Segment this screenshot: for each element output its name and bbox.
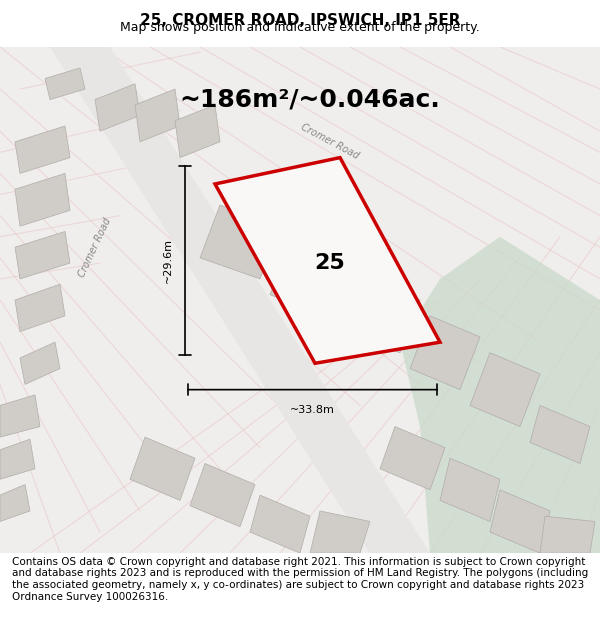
Polygon shape <box>15 231 70 279</box>
Text: 25, CROMER ROAD, IPSWICH, IP1 5ER: 25, CROMER ROAD, IPSWICH, IP1 5ER <box>140 13 460 28</box>
Polygon shape <box>400 237 600 553</box>
Polygon shape <box>440 458 500 521</box>
Polygon shape <box>310 511 370 553</box>
Polygon shape <box>15 173 70 226</box>
Text: ~33.8m: ~33.8m <box>290 406 335 416</box>
Text: Cromer Road: Cromer Road <box>299 122 361 161</box>
Text: Cromer Road: Cromer Road <box>77 216 113 279</box>
Polygon shape <box>490 490 550 553</box>
Polygon shape <box>15 126 70 173</box>
Text: 25: 25 <box>314 253 346 273</box>
Polygon shape <box>200 205 280 279</box>
Polygon shape <box>45 68 85 99</box>
Polygon shape <box>380 426 445 490</box>
Polygon shape <box>470 352 540 426</box>
Polygon shape <box>20 342 60 384</box>
Polygon shape <box>0 395 40 437</box>
Polygon shape <box>340 279 420 352</box>
Text: ~29.6m: ~29.6m <box>163 238 173 283</box>
Polygon shape <box>540 516 595 553</box>
Polygon shape <box>190 464 255 527</box>
Polygon shape <box>270 242 350 316</box>
Polygon shape <box>215 158 440 363</box>
Polygon shape <box>95 84 140 131</box>
Text: Contains OS data © Crown copyright and database right 2021. This information is : Contains OS data © Crown copyright and d… <box>12 557 588 601</box>
Polygon shape <box>530 406 590 464</box>
Text: Map shows position and indicative extent of the property.: Map shows position and indicative extent… <box>120 21 480 34</box>
Polygon shape <box>0 439 35 479</box>
Polygon shape <box>15 284 65 332</box>
Polygon shape <box>175 105 220 158</box>
Polygon shape <box>135 89 180 142</box>
Polygon shape <box>130 437 195 501</box>
Polygon shape <box>410 316 480 389</box>
Polygon shape <box>250 495 310 553</box>
Polygon shape <box>50 47 430 553</box>
Polygon shape <box>0 484 30 521</box>
Text: ~186m²/~0.046ac.: ~186m²/~0.046ac. <box>179 88 440 112</box>
